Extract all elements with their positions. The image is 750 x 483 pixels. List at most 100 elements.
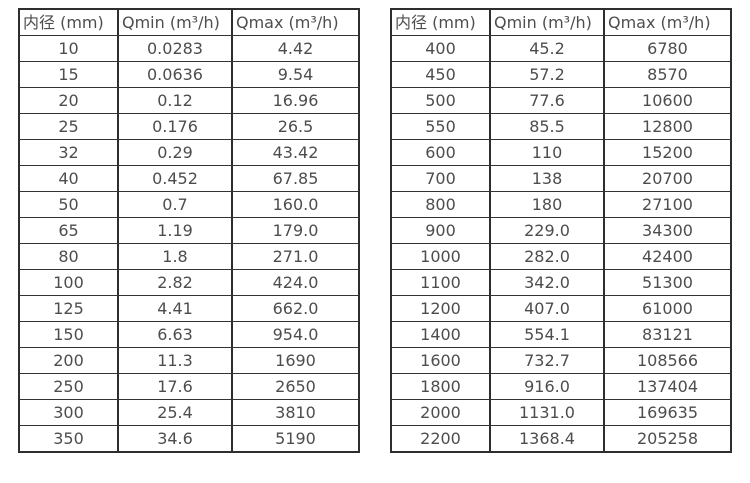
cell-qmin: 77.6 bbox=[489, 87, 605, 114]
cell-qmin: 0.12 bbox=[117, 87, 233, 114]
cell-qmax: 271.0 bbox=[231, 243, 360, 270]
cell-qmin: 4.41 bbox=[117, 295, 233, 322]
cell-qmin: 1.8 bbox=[117, 243, 233, 270]
cell-qmin: 1368.4 bbox=[489, 425, 605, 453]
cell-qmin: 407.0 bbox=[489, 295, 605, 322]
cell-qmax: 61000 bbox=[603, 295, 732, 322]
table-row: 25 0.176 26.5 bbox=[18, 113, 360, 140]
table-row: 1600 732.7 108566 bbox=[390, 347, 732, 374]
cell-qmin: 17.6 bbox=[117, 373, 233, 400]
table-body: 400 45.2 6780 450 57.2 8570 500 77.6 10600 550 85.… bbox=[390, 35, 732, 453]
cell-diameter: 1400 bbox=[390, 321, 491, 348]
cell-qmin: 282.0 bbox=[489, 243, 605, 270]
cell-qmax: 424.0 bbox=[231, 269, 360, 296]
cell-diameter: 65 bbox=[18, 217, 119, 244]
cell-diameter: 2000 bbox=[390, 399, 491, 426]
table-row: 450 57.2 8570 bbox=[390, 61, 732, 88]
table-row: 250 17.6 2650 bbox=[18, 373, 360, 400]
table-row: 32 0.29 43.42 bbox=[18, 139, 360, 166]
cell-qmin: 11.3 bbox=[117, 347, 233, 374]
cell-qmax: 3810 bbox=[231, 399, 360, 426]
flow-spec-table-small-diameters: 内径 (mm) Qmin (m³/h) Qmax (m³/h) 10 0.0283… bbox=[18, 8, 360, 453]
table-row: 1800 916.0 137404 bbox=[390, 373, 732, 400]
cell-qmin: 85.5 bbox=[489, 113, 605, 140]
cell-qmax: 51300 bbox=[603, 269, 732, 296]
table-row: 300 25.4 3810 bbox=[18, 399, 360, 426]
cell-diameter: 2200 bbox=[390, 425, 491, 453]
cell-qmin: 1131.0 bbox=[489, 399, 605, 426]
cell-qmin: 916.0 bbox=[489, 373, 605, 400]
cell-diameter: 125 bbox=[18, 295, 119, 322]
cell-diameter: 40 bbox=[18, 165, 119, 192]
table-row: 1400 554.1 83121 bbox=[390, 321, 732, 348]
cell-qmax: 137404 bbox=[603, 373, 732, 400]
cell-qmin: 0.29 bbox=[117, 139, 233, 166]
table-row: 350 34.6 5190 bbox=[18, 425, 360, 453]
cell-qmax: 83121 bbox=[603, 321, 732, 348]
table-row: 40 0.452 67.85 bbox=[18, 165, 360, 192]
table-row: 2200 1368.4 205258 bbox=[390, 425, 732, 453]
cell-qmax: 954.0 bbox=[231, 321, 360, 348]
cell-qmax: 43.42 bbox=[231, 139, 360, 166]
column-header-qmin: Qmin (m³/h) bbox=[117, 8, 233, 36]
cell-diameter: 900 bbox=[390, 217, 491, 244]
table-row: 550 85.5 12800 bbox=[390, 113, 732, 140]
cell-diameter: 700 bbox=[390, 165, 491, 192]
table-body: 10 0.0283 4.42 15 0.0636 9.54 20 0.12 16.96 25 0.1… bbox=[18, 35, 360, 453]
cell-qmax: 1690 bbox=[231, 347, 360, 374]
table-row: 20 0.12 16.96 bbox=[18, 87, 360, 114]
cell-qmax: 10600 bbox=[603, 87, 732, 114]
cell-diameter: 80 bbox=[18, 243, 119, 270]
cell-diameter: 450 bbox=[390, 61, 491, 88]
cell-qmax: 662.0 bbox=[231, 295, 360, 322]
cell-qmin: 180 bbox=[489, 191, 605, 218]
table-row: 100 2.82 424.0 bbox=[18, 269, 360, 296]
cell-diameter: 400 bbox=[390, 35, 491, 62]
cell-qmin: 25.4 bbox=[117, 399, 233, 426]
cell-diameter: 32 bbox=[18, 139, 119, 166]
table-row: 900 229.0 34300 bbox=[390, 217, 732, 244]
cell-qmax: 179.0 bbox=[231, 217, 360, 244]
table-row: 10 0.0283 4.42 bbox=[18, 35, 360, 62]
cell-diameter: 50 bbox=[18, 191, 119, 218]
table-header: 内径 (mm) Qmin (m³/h) Qmax (m³/h) bbox=[18, 8, 360, 36]
table-row: 200 11.3 1690 bbox=[18, 347, 360, 374]
table-row: 150 6.63 954.0 bbox=[18, 321, 360, 348]
cell-qmin: 34.6 bbox=[117, 425, 233, 453]
table-row: 1200 407.0 61000 bbox=[390, 295, 732, 322]
flow-spec-table-large-diameters: 内径 (mm) Qmin (m³/h) Qmax (m³/h) 400 45.2 6… bbox=[390, 8, 732, 453]
cell-qmax: 108566 bbox=[603, 347, 732, 374]
cell-qmax: 2650 bbox=[231, 373, 360, 400]
cell-qmax: 9.54 bbox=[231, 61, 360, 88]
cell-qmax: 8570 bbox=[603, 61, 732, 88]
column-header-qmin: Qmin (m³/h) bbox=[489, 8, 605, 36]
header-row: 内径 (mm) Qmin (m³/h) Qmax (m³/h) bbox=[18, 8, 360, 36]
cell-qmin: 0.0283 bbox=[117, 35, 233, 62]
cell-qmin: 0.452 bbox=[117, 165, 233, 192]
cell-qmax: 169635 bbox=[603, 399, 732, 426]
table-row: 1000 282.0 42400 bbox=[390, 243, 732, 270]
table-row: 65 1.19 179.0 bbox=[18, 217, 360, 244]
column-header-diameter: 内径 (mm) bbox=[18, 8, 119, 36]
cell-diameter: 1000 bbox=[390, 243, 491, 270]
cell-qmin: 0.7 bbox=[117, 191, 233, 218]
cell-diameter: 100 bbox=[18, 269, 119, 296]
cell-qmin: 0.0636 bbox=[117, 61, 233, 88]
column-header-qmax: Qmax (m³/h) bbox=[231, 8, 360, 36]
column-header-qmax: Qmax (m³/h) bbox=[603, 8, 732, 36]
cell-qmin: 6.63 bbox=[117, 321, 233, 348]
table-row: 125 4.41 662.0 bbox=[18, 295, 360, 322]
cell-diameter: 300 bbox=[18, 399, 119, 426]
cell-diameter: 500 bbox=[390, 87, 491, 114]
cell-qmin: 45.2 bbox=[489, 35, 605, 62]
cell-qmax: 27100 bbox=[603, 191, 732, 218]
cell-diameter: 1100 bbox=[390, 269, 491, 296]
table-header: 内径 (mm) Qmin (m³/h) Qmax (m³/h) bbox=[390, 8, 732, 36]
cell-qmax: 4.42 bbox=[231, 35, 360, 62]
cell-qmin: 1.19 bbox=[117, 217, 233, 244]
cell-qmax: 12800 bbox=[603, 113, 732, 140]
cell-qmax: 15200 bbox=[603, 139, 732, 166]
cell-diameter: 10 bbox=[18, 35, 119, 62]
header-row: 内径 (mm) Qmin (m³/h) Qmax (m³/h) bbox=[390, 8, 732, 36]
